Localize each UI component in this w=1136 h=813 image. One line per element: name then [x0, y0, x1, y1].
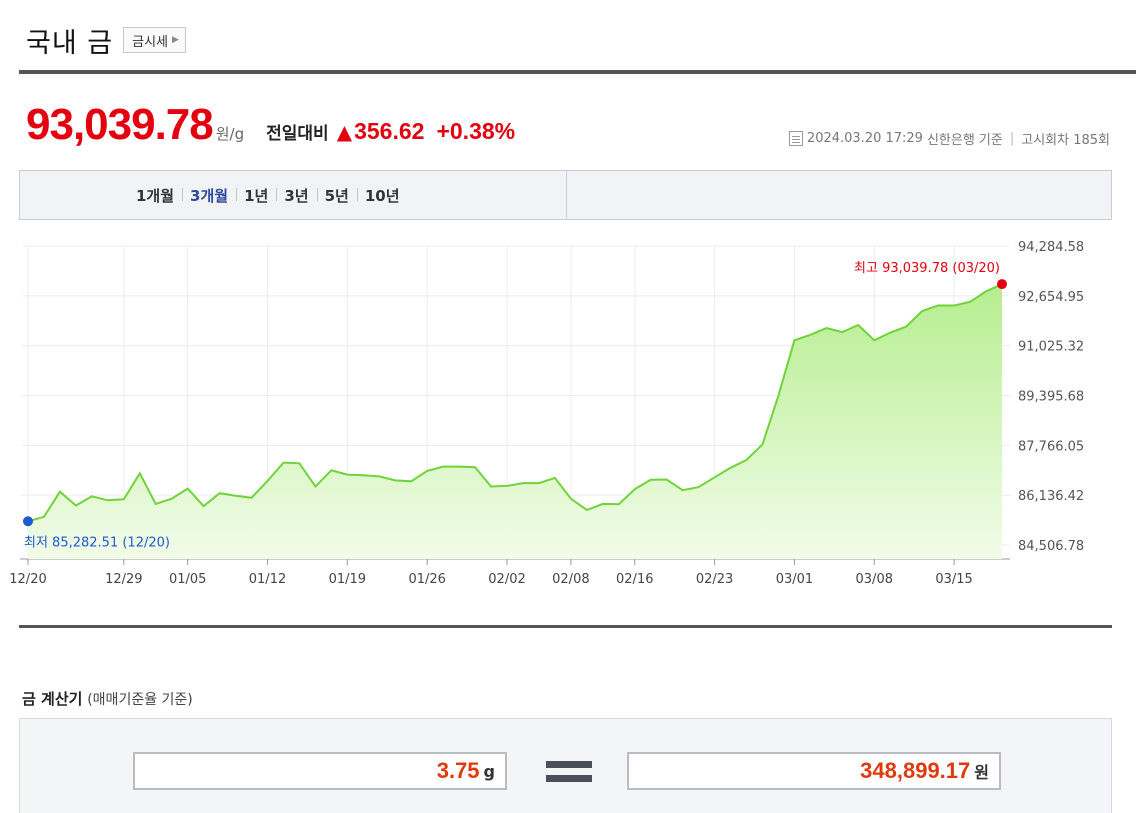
low-point-label: 최저 85,282.51 (12/20)	[24, 535, 170, 550]
x-tick-label: 01/12	[249, 572, 286, 587]
price-unit: 원/g	[215, 125, 245, 143]
gold-price-chart[interactable]: 94,284.58 92,654.95 91,025.32 89,395.68 87,7…	[0, 232, 1136, 592]
period-tabs: 1개월 3개월 1년 3년 5년 10년	[19, 170, 1112, 220]
gold-price-link-label: 금시세	[132, 34, 168, 50]
compare-label: 전일대비	[266, 124, 329, 144]
x-tick-label: 02/02	[488, 572, 525, 587]
amount-input[interactable]: 348,899.17 원	[627, 752, 1001, 790]
x-tick-label: 12/29	[105, 572, 142, 587]
y-tick-label: 91,025.32	[1018, 340, 1084, 355]
tab-1-year[interactable]: 1년	[236, 185, 276, 206]
meta-round: 고시회차 185회	[1021, 133, 1110, 148]
price-summary: 93,039.78 원/g 전일대비 ▲ 356.62 +0.38%	[26, 100, 515, 152]
calculator-title-note: (매매기준율 기준)	[87, 692, 193, 708]
x-tick-label: 03/15	[935, 572, 972, 587]
price-change: 356.62	[354, 118, 425, 144]
high-point-marker	[997, 279, 1007, 290]
low-point-marker	[23, 516, 33, 527]
high-point-label: 최고 93,039.78 (03/20)	[854, 261, 1000, 276]
tab-5-years[interactable]: 5년	[316, 185, 357, 206]
x-tick-label: 01/26	[408, 572, 445, 587]
y-tick-label: 92,654.95	[1018, 290, 1084, 305]
chart-divider	[19, 625, 1112, 628]
tab-3-years[interactable]: 3년	[276, 185, 316, 206]
current-price: 93,039.78	[26, 100, 214, 149]
weight-input[interactable]: 3.75 g	[133, 752, 507, 790]
x-tick-label: 02/08	[552, 572, 589, 587]
y-tick-label: 94,284.58	[1018, 240, 1084, 255]
amount-unit: 원	[974, 763, 989, 782]
x-tick-label: 03/01	[776, 572, 813, 587]
x-tick-label: 01/19	[329, 572, 366, 587]
y-tick-label: 86,136.42	[1018, 489, 1084, 504]
period-tab-list: 1개월 3개월 1년 3년 5년 10년	[20, 171, 567, 219]
y-tick-label: 84,506.78	[1018, 539, 1084, 554]
document-icon	[788, 131, 803, 146]
equals-icon	[546, 761, 592, 783]
title-row: 국내 금 금시세 ▶	[26, 18, 186, 62]
y-tick-label: 89,395.68	[1018, 390, 1084, 405]
x-tick-label: 02/16	[616, 572, 653, 587]
page-title: 국내 금	[26, 27, 114, 59]
tab-10-years[interactable]: 10년	[356, 185, 408, 206]
tab-1-month[interactable]: 1개월	[136, 186, 175, 205]
price-change-pct: +0.38%	[436, 118, 516, 144]
chevron-right-icon: ▶	[172, 35, 179, 45]
weight-unit: g	[483, 761, 495, 781]
calculator-title-main: 금 계산기	[22, 690, 83, 708]
x-tick-label: 02/23	[696, 572, 733, 587]
up-triangle-icon: ▲	[336, 120, 353, 144]
header-divider	[19, 70, 1136, 74]
x-tick-label: 01/05	[169, 572, 206, 587]
price-meta: 2024.03.20 17:29 신한은행 기준 | 고시회차 185회	[788, 129, 1110, 148]
tab-3-months[interactable]: 3개월	[182, 185, 236, 206]
meta-datetime: 2024.03.20 17:29	[806, 131, 923, 146]
price-line	[27, 283, 1003, 523]
calculator-title: 금 계산기 (매매기준율 기준)	[22, 688, 193, 709]
weight-value: 3.75	[436, 758, 480, 783]
x-tick-label: 12/20	[9, 572, 46, 587]
y-tick-label: 87,766.05	[1018, 439, 1084, 454]
price-area	[28, 284, 1002, 559]
meta-source: 신한은행 기준	[926, 133, 1003, 148]
amount-value: 348,899.17	[860, 758, 971, 783]
x-tick-label: 03/08	[856, 572, 893, 587]
meta-separator: |	[1009, 131, 1015, 146]
gold-price-link[interactable]: 금시세 ▶	[123, 27, 186, 53]
gold-calculator: 3.75 g 348,899.17 원	[19, 718, 1112, 813]
